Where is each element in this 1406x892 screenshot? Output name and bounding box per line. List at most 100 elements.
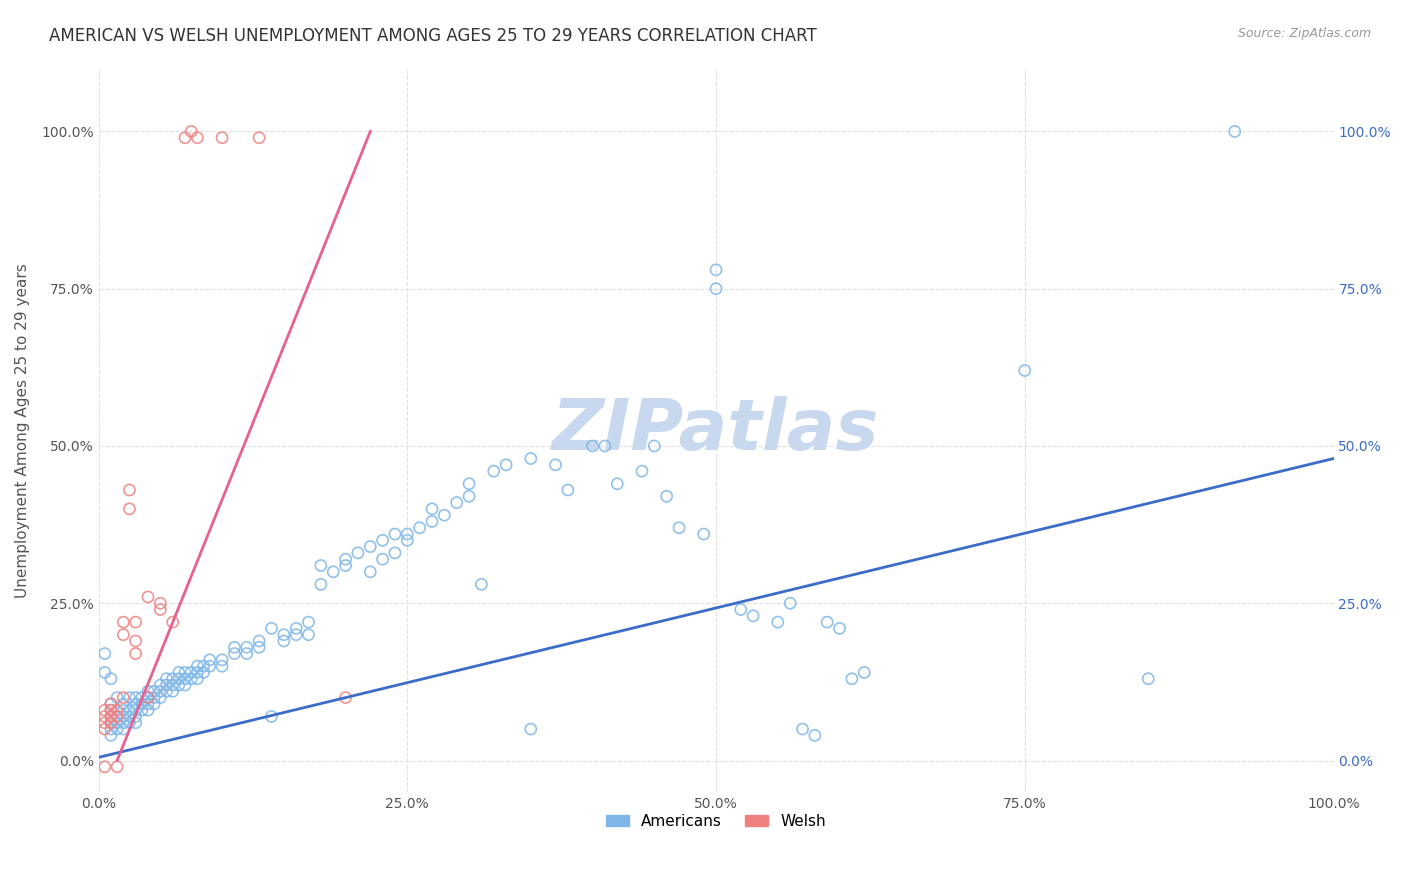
Point	[186, 130, 208, 145]
Text: Source: ZipAtlas.com: Source: ZipAtlas.com	[1237, 27, 1371, 40]
Point	[100, 697, 122, 711]
Point	[105, 690, 128, 705]
Point	[693, 527, 716, 541]
Point	[236, 640, 259, 655]
Point	[704, 282, 727, 296]
Point	[100, 715, 122, 730]
Point	[124, 703, 146, 717]
Point	[420, 515, 443, 529]
Point	[309, 558, 332, 573]
Point	[779, 596, 801, 610]
Point	[285, 628, 308, 642]
Point	[396, 527, 419, 541]
Point	[247, 130, 270, 145]
Point	[162, 684, 184, 698]
Point	[105, 703, 128, 717]
Point	[224, 640, 246, 655]
Point	[180, 124, 202, 138]
Point	[495, 458, 517, 472]
Point	[198, 653, 221, 667]
Point	[247, 640, 270, 655]
Point	[112, 722, 135, 736]
Point	[162, 615, 184, 629]
Point	[131, 703, 153, 717]
Point	[247, 634, 270, 648]
Point	[593, 439, 616, 453]
Point	[260, 709, 283, 723]
Point	[335, 552, 357, 566]
Point	[347, 546, 370, 560]
Point	[606, 476, 628, 491]
Point	[149, 678, 172, 692]
Point	[94, 715, 117, 730]
Point	[1137, 672, 1160, 686]
Point	[100, 697, 122, 711]
Point	[193, 665, 215, 680]
Point	[136, 703, 159, 717]
Y-axis label: Unemployment Among Ages 25 to 29 years: Unemployment Among Ages 25 to 29 years	[15, 263, 30, 598]
Point	[105, 709, 128, 723]
Text: ZIPatlas: ZIPatlas	[553, 396, 880, 465]
Point	[1014, 363, 1036, 377]
Point	[155, 672, 177, 686]
Point	[162, 672, 184, 686]
Point	[112, 715, 135, 730]
Point	[742, 608, 765, 623]
Point	[520, 722, 543, 736]
Point	[136, 690, 159, 705]
Point	[136, 697, 159, 711]
Point	[124, 647, 146, 661]
Point	[174, 678, 197, 692]
Point	[124, 715, 146, 730]
Point	[260, 621, 283, 635]
Point	[118, 703, 141, 717]
Point	[105, 715, 128, 730]
Point	[124, 615, 146, 629]
Point	[174, 665, 197, 680]
Point	[236, 647, 259, 661]
Point	[112, 709, 135, 723]
Point	[211, 653, 233, 667]
Point	[420, 501, 443, 516]
Point	[322, 565, 344, 579]
Point	[396, 533, 419, 548]
Point	[131, 690, 153, 705]
Point	[100, 722, 122, 736]
Point	[186, 659, 208, 673]
Point	[371, 552, 394, 566]
Point	[149, 690, 172, 705]
Point	[105, 722, 128, 736]
Point	[309, 577, 332, 591]
Point	[167, 672, 190, 686]
Point	[162, 678, 184, 692]
Point	[100, 703, 122, 717]
Point	[124, 697, 146, 711]
Point	[853, 665, 876, 680]
Point	[112, 697, 135, 711]
Point	[100, 715, 122, 730]
Point	[371, 533, 394, 548]
Point	[94, 647, 117, 661]
Point	[458, 489, 481, 503]
Point	[112, 703, 135, 717]
Point	[180, 672, 202, 686]
Point	[124, 709, 146, 723]
Point	[167, 665, 190, 680]
Point	[297, 615, 319, 629]
Point	[273, 634, 295, 648]
Point	[149, 596, 172, 610]
Point	[100, 703, 122, 717]
Point	[359, 540, 381, 554]
Point	[118, 501, 141, 516]
Point	[100, 672, 122, 686]
Point	[136, 590, 159, 604]
Point	[118, 715, 141, 730]
Point	[643, 439, 665, 453]
Point	[124, 634, 146, 648]
Point	[105, 709, 128, 723]
Point	[211, 130, 233, 145]
Point	[408, 521, 430, 535]
Point	[143, 684, 166, 698]
Point	[458, 476, 481, 491]
Point	[186, 665, 208, 680]
